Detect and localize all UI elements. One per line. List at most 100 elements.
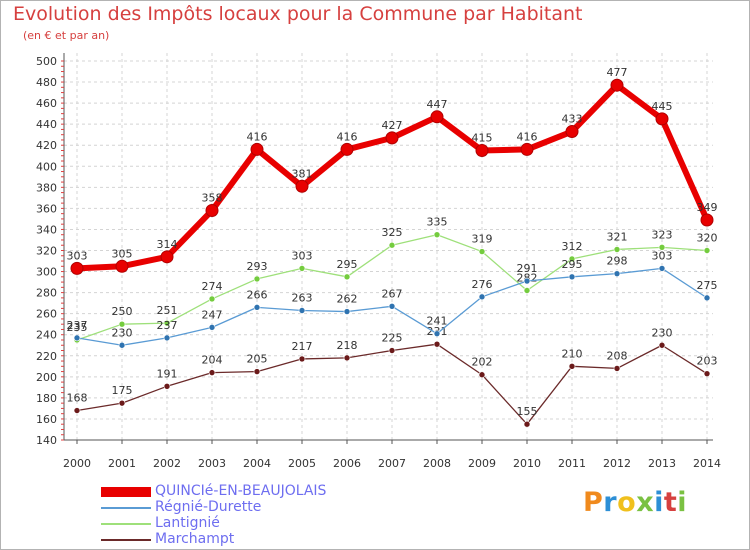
data-label: 247 <box>202 308 223 321</box>
data-point <box>253 368 261 375</box>
data-label: 295 <box>337 258 358 271</box>
data-point <box>523 277 531 285</box>
y-tick-label: 240 <box>36 329 57 342</box>
data-label: 274 <box>202 280 223 293</box>
data-point <box>613 270 621 277</box>
legend-item: QUINCIé-EN-BEAUJOLAIS <box>101 483 401 500</box>
data-label: 312 <box>562 240 583 253</box>
data-label: 416 <box>337 130 358 143</box>
data-point <box>568 255 576 263</box>
y-tick-label: 420 <box>36 139 57 152</box>
y-tick-label: 400 <box>36 160 57 173</box>
brand-logo: Proxiti <box>583 487 688 518</box>
legend-swatch <box>101 539 151 541</box>
x-tick-label: 2003 <box>198 457 226 470</box>
data-label: 415 <box>472 131 493 144</box>
data-label: 349 <box>697 201 718 214</box>
data-point <box>73 407 81 414</box>
data-point <box>475 143 489 157</box>
data-point <box>433 231 441 239</box>
data-label: 235 <box>67 321 88 334</box>
data-point <box>118 399 126 407</box>
data-label: 202 <box>472 356 493 369</box>
data-point <box>700 213 714 227</box>
x-tick-label: 2007 <box>378 457 406 470</box>
data-label: 358 <box>202 191 223 204</box>
data-label: 295 <box>562 258 583 271</box>
data-point <box>253 275 261 283</box>
y-tick-label: 380 <box>36 181 57 194</box>
data-label: 298 <box>607 255 628 268</box>
data-label: 303 <box>652 249 673 262</box>
data-point <box>163 334 171 342</box>
legend-label: Marchampt <box>155 531 235 547</box>
legend-item: Régnié-Durette <box>101 499 401 516</box>
x-tick-label: 2000 <box>63 457 91 470</box>
y-tick-label: 220 <box>36 350 57 363</box>
data-label: 205 <box>247 353 268 366</box>
data-label: 477 <box>607 66 628 79</box>
data-label: 267 <box>382 287 403 300</box>
data-label: 325 <box>382 226 403 239</box>
data-label: 208 <box>607 349 628 362</box>
data-label: 218 <box>337 339 358 352</box>
data-point <box>703 370 711 377</box>
data-point <box>208 295 216 303</box>
data-label: 321 <box>607 230 628 243</box>
data-label: 320 <box>697 232 718 245</box>
y-tick-label: 300 <box>36 266 57 279</box>
data-point <box>343 308 351 315</box>
data-label: 155 <box>517 405 538 418</box>
data-point <box>523 287 531 294</box>
x-tick-label: 2014 <box>693 457 721 470</box>
data-point <box>208 369 216 376</box>
data-label: 433 <box>562 113 583 126</box>
data-label: 191 <box>157 367 178 380</box>
data-point <box>298 355 306 363</box>
data-point <box>163 383 171 390</box>
legend-item: Lantignié <box>101 515 401 532</box>
data-label: 262 <box>337 293 358 306</box>
data-point <box>613 246 621 253</box>
data-label: 416 <box>517 130 538 143</box>
x-tick-label: 2013 <box>648 457 676 470</box>
data-label: 293 <box>247 260 268 273</box>
data-point <box>433 330 441 337</box>
data-point <box>430 110 444 124</box>
data-label: 447 <box>427 98 448 111</box>
data-point <box>385 131 399 145</box>
data-point <box>523 420 531 428</box>
data-label: 291 <box>517 262 538 275</box>
data-label: 275 <box>697 279 718 292</box>
y-tick-label: 280 <box>36 287 57 300</box>
data-point <box>433 340 441 348</box>
x-tick-label: 2004 <box>243 457 271 470</box>
data-point <box>703 294 711 302</box>
data-label: 266 <box>247 288 268 301</box>
y-tick-label: 140 <box>36 434 57 447</box>
chart-subtitle: (en € et par an) <box>23 29 110 42</box>
data-point <box>340 142 354 156</box>
data-label: 303 <box>292 249 313 262</box>
x-tick-label: 2011 <box>558 457 586 470</box>
data-point <box>160 250 174 264</box>
data-point <box>478 293 486 301</box>
data-point <box>658 265 666 272</box>
x-tick-label: 2006 <box>333 457 361 470</box>
data-label: 204 <box>202 354 223 367</box>
legend-label: Lantignié <box>155 515 220 531</box>
y-tick-label: 440 <box>36 118 57 131</box>
y-tick-label: 200 <box>36 371 57 384</box>
data-label: 251 <box>157 304 178 317</box>
data-point <box>205 203 219 217</box>
y-tick-label: 180 <box>36 392 57 405</box>
legend-swatch <box>101 487 151 497</box>
legend-swatch <box>101 507 151 509</box>
data-point <box>298 265 306 272</box>
y-tick-label: 320 <box>36 245 57 258</box>
data-point <box>520 142 534 156</box>
plot-area <box>64 53 713 440</box>
data-label: 217 <box>292 340 313 353</box>
data-label: 323 <box>652 228 673 241</box>
